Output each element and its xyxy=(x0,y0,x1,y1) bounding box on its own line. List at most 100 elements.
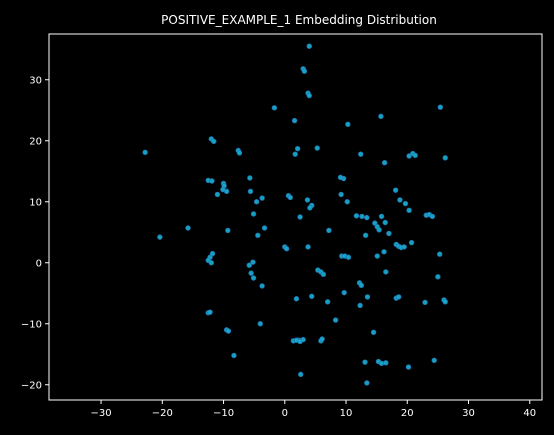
scatter-point xyxy=(358,151,364,157)
scatter-point xyxy=(209,250,216,257)
scatter-point xyxy=(374,253,380,259)
scatter-point xyxy=(208,260,214,266)
scatter-point xyxy=(359,213,365,220)
scatter-point xyxy=(223,188,230,195)
scatter-point xyxy=(338,191,344,198)
scatter-point xyxy=(345,121,351,127)
scatter-point xyxy=(236,150,243,156)
scatter-point xyxy=(412,152,418,159)
scatter-point xyxy=(358,282,365,289)
y-tick-label: 10 xyxy=(29,197,42,208)
x-tick-label: −20 xyxy=(152,408,173,419)
scatter-point xyxy=(408,239,415,246)
scatter-point xyxy=(259,195,265,201)
scatter-point xyxy=(372,220,378,226)
scatter-point xyxy=(422,299,428,306)
y-tick-label: 30 xyxy=(29,75,42,86)
scatter-point xyxy=(362,359,368,365)
scatter-point xyxy=(314,145,320,151)
scatter-point xyxy=(378,113,384,120)
scatter-point xyxy=(271,105,278,111)
scatter-point xyxy=(324,299,331,305)
scatter-point xyxy=(395,294,402,300)
scatter-point xyxy=(376,227,382,233)
scatter-point xyxy=(383,269,389,275)
scatter-point xyxy=(442,299,448,305)
y-tick-label: 0 xyxy=(36,258,42,269)
scatter-point xyxy=(382,219,388,226)
scatter-point xyxy=(247,188,254,195)
scatter-point xyxy=(435,274,441,280)
scatter-point xyxy=(337,174,344,181)
scatter-point xyxy=(345,254,352,260)
scatter-point xyxy=(231,352,237,359)
scatter-point xyxy=(291,117,298,124)
scatter-point xyxy=(306,43,312,49)
x-tick-label: 10 xyxy=(340,408,353,419)
scatter-point xyxy=(211,138,217,145)
scatter-point xyxy=(294,145,301,152)
scatter-point xyxy=(381,249,387,255)
scatter-point xyxy=(362,232,369,238)
x-tick-label: 20 xyxy=(401,408,414,419)
scatter-point xyxy=(326,227,332,234)
scatter-point xyxy=(319,336,325,342)
scatter-point xyxy=(442,155,448,161)
scatter-point xyxy=(250,259,256,265)
axes-frame xyxy=(48,33,543,401)
scatter-point xyxy=(301,68,308,74)
scatter-point xyxy=(386,230,392,237)
scatter-point xyxy=(250,275,257,281)
scatter-point xyxy=(406,207,412,213)
scatter-point xyxy=(209,178,215,184)
scatter-point xyxy=(259,283,265,289)
y-tick-label: −20 xyxy=(21,380,42,391)
x-tick-label: 0 xyxy=(282,408,288,419)
scatter-point xyxy=(381,160,388,166)
scatter-point xyxy=(402,200,409,207)
scatter-point xyxy=(293,296,300,302)
scatter-point xyxy=(341,289,347,296)
scatter-point xyxy=(344,199,350,205)
data-points xyxy=(142,43,448,386)
scatter-point xyxy=(392,187,399,193)
scatter-point xyxy=(142,149,148,156)
scatter-point xyxy=(378,213,385,220)
scatter-point xyxy=(353,213,360,219)
scatter-point xyxy=(309,293,315,299)
scatter-point xyxy=(225,328,232,334)
scatter-point xyxy=(157,234,163,240)
scatter-point xyxy=(292,151,298,157)
scatter-point xyxy=(406,153,412,159)
scatter-point xyxy=(364,214,370,221)
scatter-point xyxy=(305,244,311,250)
scatter-point xyxy=(297,214,303,220)
scatter-point xyxy=(378,360,385,367)
scatter-point xyxy=(401,244,407,250)
x-axis: −30 −20 −10 0 10 20 30 40 xyxy=(91,400,536,419)
scatter-point xyxy=(250,211,257,217)
scatter-point xyxy=(255,232,261,238)
scatter-point xyxy=(332,317,339,323)
scatter-point xyxy=(214,191,221,198)
scatter-point xyxy=(357,302,363,309)
scatter-point xyxy=(248,270,254,276)
scatter-point xyxy=(287,194,293,201)
scatter-point xyxy=(185,225,191,231)
scatter-point xyxy=(364,380,370,386)
scatter-point xyxy=(304,197,311,203)
scatter-point xyxy=(437,104,444,110)
scatter-point xyxy=(307,205,313,211)
x-tick-label: −10 xyxy=(213,408,234,419)
x-tick-label: 30 xyxy=(462,408,475,419)
scatter-point xyxy=(283,246,290,252)
scatter-point xyxy=(207,309,213,315)
scatter-point xyxy=(431,357,437,364)
scatter-point xyxy=(383,360,389,366)
scatter-point xyxy=(298,371,304,378)
chart-title: POSITIVE_EXAMPLE_1 Embedding Distributio… xyxy=(161,13,437,27)
y-tick-label: −10 xyxy=(21,319,42,330)
scatter-point xyxy=(370,329,377,335)
scatter-point xyxy=(429,213,436,220)
